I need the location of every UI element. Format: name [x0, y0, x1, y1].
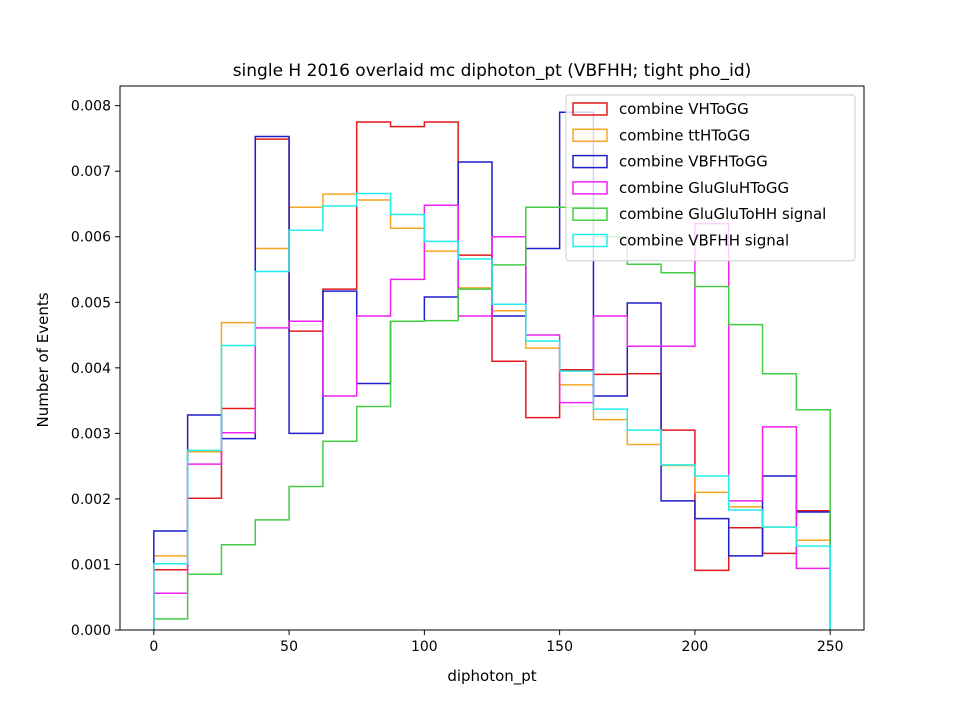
legend-label: combine ttHToGG [619, 126, 750, 144]
legend-label: combine GluGluHToGG [619, 179, 789, 197]
legend-label: combine GluGluToHH signal [619, 205, 826, 223]
plot-frame [119, 85, 865, 631]
legend-swatch [572, 102, 608, 116]
x-tick-label: 150 [546, 639, 573, 655]
y-tick-label: 0.006 [71, 230, 111, 246]
legend-swatch [572, 181, 608, 195]
chart-title: single H 2016 overlaid mc diphoton_pt (V… [233, 61, 752, 81]
legend-swatch [572, 207, 608, 221]
y-tick-label: 0.008 [71, 99, 111, 115]
x-tick-label: 200 [682, 639, 709, 655]
y-tick-label: 0.003 [71, 426, 111, 442]
y-tick-label: 0.005 [71, 295, 111, 311]
legend-swatch [572, 128, 608, 143]
y-tick-label: 0.000 [71, 623, 111, 639]
ticks-layer: 0 50 100 150 200 250 0.000 0.001 0.002 0.003 0.004… [71, 99, 844, 655]
legend-swatch [572, 233, 608, 248]
y-axis-label: Number of Events [34, 292, 52, 427]
x-tick-label: 100 [411, 639, 438, 655]
legend-box [565, 94, 856, 262]
series-5-step-line [153, 192, 831, 630]
y-tick-label: 0.001 [71, 557, 111, 573]
legend: combine VHToGG combine ttHToGG combine VBF… [565, 94, 856, 262]
series-layer [153, 111, 831, 630]
y-tick-label: 0.004 [71, 361, 111, 377]
legend-label: combine VBFHH signal [619, 232, 789, 250]
x-tick-label: 250 [817, 639, 844, 655]
x-axis-label: diphoton_pt [447, 667, 536, 686]
legend-label: combine VBFHToGG [619, 153, 768, 171]
x-tick-label: 50 [280, 639, 298, 655]
y-tick-label: 0.007 [71, 164, 111, 180]
x-tick-label: 0 [149, 639, 158, 655]
y-tick-label: 0.002 [71, 492, 111, 508]
legend-label: combine VHToGG [619, 100, 749, 118]
legend-swatch [572, 154, 608, 169]
